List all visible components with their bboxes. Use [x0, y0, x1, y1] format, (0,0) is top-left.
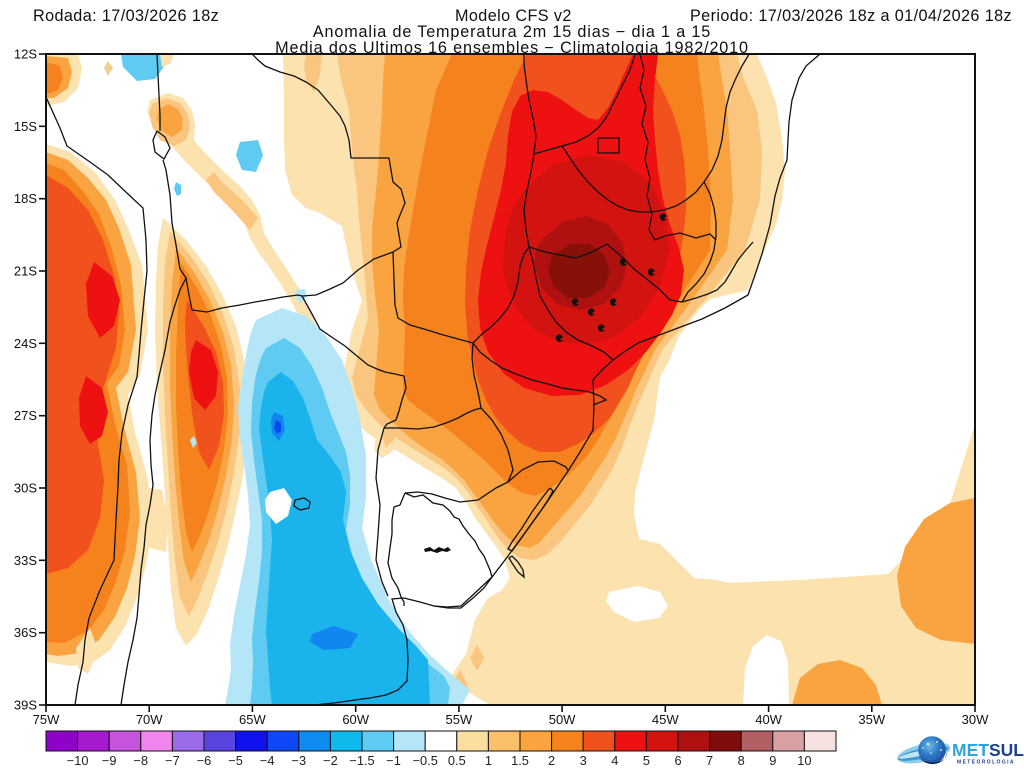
- svg-text:−7: −7: [165, 753, 180, 768]
- svg-text:−2: −2: [323, 753, 338, 768]
- svg-text:7: 7: [706, 753, 713, 768]
- svg-text:1: 1: [485, 753, 492, 768]
- svg-text:55W: 55W: [446, 712, 473, 727]
- svg-text:75W: 75W: [33, 712, 60, 727]
- svg-text:Anomalia de Temperatura 2m 15: Anomalia de Temperatura 2m 15 dias − dia…: [313, 23, 711, 41]
- svg-text:Periodo: 17/03/2026 18z a 01/0: Periodo: 17/03/2026 18z a 01/04/2026 18z: [690, 7, 1012, 25]
- svg-text:60W: 60W: [342, 712, 369, 727]
- svg-text:−5: −5: [228, 753, 243, 768]
- svg-text:15S: 15S: [14, 119, 37, 134]
- svg-text:39S: 39S: [14, 698, 37, 713]
- svg-text:−1.5: −1.5: [349, 753, 374, 768]
- svg-text:9: 9: [769, 753, 776, 768]
- svg-text:65W: 65W: [239, 712, 266, 727]
- svg-text:4: 4: [611, 753, 618, 768]
- svg-text:2: 2: [548, 753, 555, 768]
- svg-text:METEOROLOGIA: METEOROLOGIA: [957, 760, 1015, 766]
- svg-text:Modelo CFS v2: Modelo CFS v2: [455, 7, 572, 25]
- svg-text:12S: 12S: [14, 47, 37, 62]
- svg-text:50W: 50W: [549, 712, 576, 727]
- svg-text:1.5: 1.5: [511, 753, 529, 768]
- svg-text:45W: 45W: [652, 712, 679, 727]
- svg-text:5: 5: [643, 753, 650, 768]
- svg-text:27S: 27S: [14, 408, 37, 423]
- svg-text:−3: −3: [292, 753, 307, 768]
- svg-text:24S: 24S: [14, 336, 37, 351]
- svg-text:−6: −6: [197, 753, 212, 768]
- svg-text:18S: 18S: [14, 191, 37, 206]
- svg-text:METSUL: METSUL: [952, 740, 1024, 760]
- svg-text:21S: 21S: [14, 264, 37, 279]
- svg-text:3: 3: [580, 753, 587, 768]
- svg-text:36S: 36S: [14, 625, 37, 640]
- svg-text:33S: 33S: [14, 553, 37, 568]
- svg-text:−0.5: −0.5: [413, 753, 438, 768]
- svg-text:−9: −9: [102, 753, 117, 768]
- svg-text:−8: −8: [134, 753, 149, 768]
- svg-text:8: 8: [738, 753, 745, 768]
- svg-text:−4: −4: [260, 753, 275, 768]
- svg-text:30S: 30S: [14, 481, 37, 496]
- svg-text:6: 6: [674, 753, 681, 768]
- svg-text:30W: 30W: [962, 712, 989, 727]
- svg-text:40W: 40W: [755, 712, 782, 727]
- svg-text:−10: −10: [67, 753, 89, 768]
- svg-text:70W: 70W: [136, 712, 163, 727]
- svg-text:0.5: 0.5: [448, 753, 466, 768]
- svg-text:Media dos Ultimos 16 ensembles: Media dos Ultimos 16 ensembles − Climato…: [275, 39, 749, 57]
- svg-text:10: 10: [797, 753, 811, 768]
- svg-text:Rodada: 17/03/2026 18z: Rodada: 17/03/2026 18z: [33, 7, 219, 25]
- svg-text:−1: −1: [386, 753, 401, 768]
- svg-text:35W: 35W: [858, 712, 885, 727]
